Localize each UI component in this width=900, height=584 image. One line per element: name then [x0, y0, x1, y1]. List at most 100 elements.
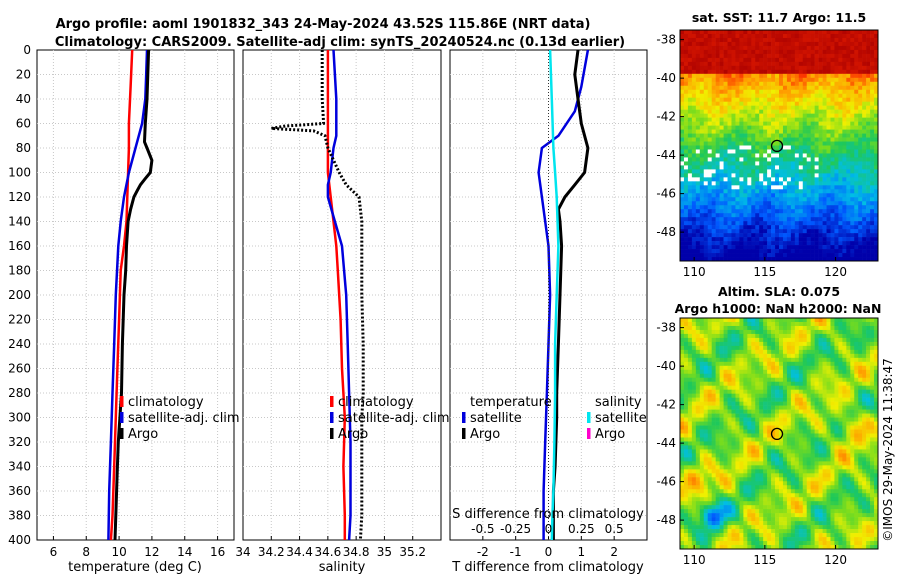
sst-cell — [767, 165, 771, 169]
sst-cell — [834, 225, 838, 229]
sst-cell — [767, 229, 771, 233]
sla-cell — [862, 461, 866, 465]
sst-cell — [866, 114, 870, 118]
sst-cell — [763, 114, 767, 118]
sst-cell — [692, 134, 696, 138]
sst-cell — [870, 241, 874, 245]
sst-cell — [799, 193, 803, 197]
sla-cell — [712, 326, 716, 330]
sla-cell — [795, 378, 799, 382]
x-tick-label: -2 — [477, 545, 489, 559]
sla-cell — [731, 406, 735, 410]
sst-cell — [696, 50, 700, 54]
sst-cell — [807, 169, 811, 173]
sla-cell — [688, 449, 692, 453]
sst-cell — [720, 122, 724, 126]
sst-cell — [870, 66, 874, 70]
sst-cell — [724, 197, 728, 201]
sst-cell — [771, 233, 775, 237]
sst-cell — [724, 98, 728, 102]
sst-cell — [692, 161, 696, 165]
sst-cell — [759, 213, 763, 217]
sla-cell — [815, 342, 819, 346]
sst-cell — [763, 169, 767, 173]
sst-cell — [759, 82, 763, 86]
sst-cell — [803, 82, 807, 86]
sst-cell — [791, 177, 795, 181]
sst-cell — [684, 153, 688, 157]
sst-cell — [684, 142, 688, 146]
sla-cell — [795, 330, 799, 334]
sst-cell — [735, 209, 739, 213]
sst-cell — [779, 30, 783, 34]
sst-cell — [704, 142, 708, 146]
sst-cell — [870, 138, 874, 142]
sla-cell — [803, 374, 807, 378]
sst-cell — [696, 142, 700, 146]
sst-cell — [775, 38, 779, 42]
sst-cell — [787, 62, 791, 66]
sla-cell — [696, 318, 700, 322]
sst-cell — [850, 245, 854, 249]
sst-cell — [712, 185, 716, 189]
sla-cell — [759, 322, 763, 326]
sla-cell — [720, 414, 724, 418]
sst-cell — [862, 225, 866, 229]
sla-cell — [735, 374, 739, 378]
sst-cell — [807, 66, 811, 70]
sla-cell — [731, 334, 735, 338]
sla-cell — [724, 449, 728, 453]
sst-cell — [696, 102, 700, 106]
sla-cell — [815, 318, 819, 322]
sla-cell — [728, 346, 732, 350]
sla-cell — [688, 322, 692, 326]
sst-cell — [799, 213, 803, 217]
sla-cell — [708, 445, 712, 449]
sst-cell — [712, 62, 716, 66]
sst-cell — [850, 86, 854, 90]
sst-cell — [827, 42, 831, 46]
sst-cell — [747, 177, 751, 181]
sla-cell — [862, 422, 866, 426]
sst-cell — [751, 86, 755, 90]
sla-cell — [779, 374, 783, 378]
sst-cell — [743, 74, 747, 78]
sst-cell — [728, 126, 732, 130]
sla-cell — [731, 366, 735, 370]
sla-cell — [708, 422, 712, 426]
sst-cell — [787, 90, 791, 94]
sst-cell — [731, 62, 735, 66]
sla-cell — [854, 457, 858, 461]
sst-cell — [827, 30, 831, 34]
sla-cell — [728, 418, 732, 422]
sst-cell — [854, 189, 858, 193]
sst-cell — [846, 149, 850, 153]
sst-cell — [716, 50, 720, 54]
sst-cell — [684, 102, 688, 106]
sst-cell — [834, 169, 838, 173]
sla-cell — [700, 410, 704, 414]
sla-cell — [846, 402, 850, 406]
sla-cell — [763, 366, 767, 370]
sst-cell — [854, 134, 858, 138]
sst-cell — [700, 209, 704, 213]
sst-cell — [739, 149, 743, 153]
sla-cell — [827, 378, 831, 382]
sla-cell — [795, 430, 799, 434]
sst-cell — [688, 142, 692, 146]
sst-cell — [870, 177, 874, 181]
sla-cell — [688, 334, 692, 338]
sst-cell — [724, 90, 728, 94]
sst-cell — [779, 34, 783, 38]
sla-cell — [759, 390, 763, 394]
sst-cell — [700, 98, 704, 102]
sla-cell — [759, 370, 763, 374]
s-tick-label: 0.25 — [568, 522, 595, 536]
sst-cell — [763, 253, 767, 257]
sst-cell — [803, 181, 807, 185]
sst-cell — [830, 209, 834, 213]
sst-cell — [842, 181, 846, 185]
sst-cell — [735, 30, 739, 34]
sst-cell — [716, 130, 720, 134]
